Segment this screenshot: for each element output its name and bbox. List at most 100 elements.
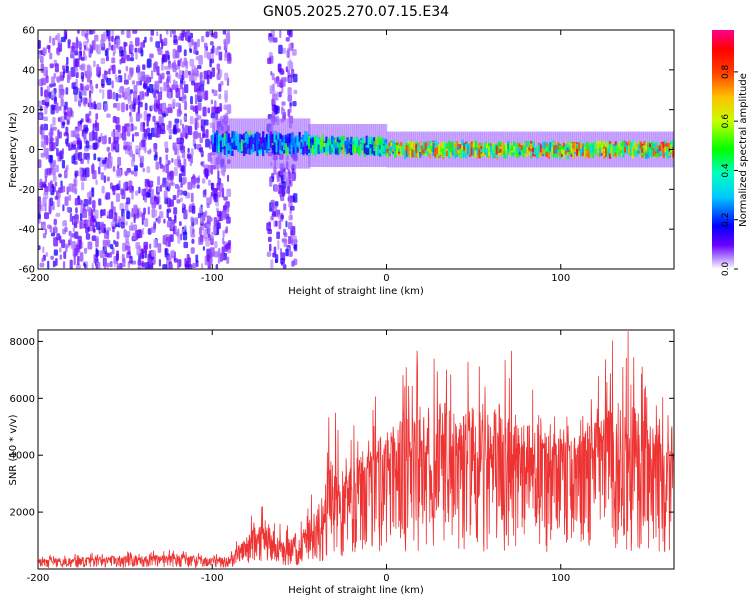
heatmap-cell <box>214 137 217 148</box>
y-tick-label: 4000 <box>10 451 35 462</box>
heatmap-cell <box>268 221 271 226</box>
heatmap-cell <box>287 60 293 71</box>
heatmap-cell <box>597 148 600 158</box>
heatmap-cell <box>273 246 277 255</box>
heatmap-cell <box>104 243 108 251</box>
heatmap-cell <box>585 150 589 158</box>
heatmap-cell <box>112 165 116 172</box>
heatmap-cell <box>187 147 190 153</box>
heatmap-cell <box>103 175 106 184</box>
heatmap-cell <box>104 103 109 112</box>
heatmap-cell <box>211 67 216 78</box>
heatmap-cell <box>52 37 56 46</box>
heatmap-cell <box>125 245 129 250</box>
heatmap-cell <box>386 150 390 158</box>
heatmap-cell <box>274 185 279 192</box>
heatmap-cell <box>329 140 332 146</box>
heatmap-cell <box>645 141 648 150</box>
heatmap-cell <box>352 147 355 154</box>
heatmap-cell <box>225 134 229 145</box>
heatmap-cell <box>399 142 403 150</box>
heatmap-cell <box>123 182 128 190</box>
heatmap-cell <box>166 30 169 35</box>
heatmap-cell <box>278 44 283 55</box>
heatmap-cell <box>252 138 256 152</box>
heatmap-cell <box>357 145 361 156</box>
heatmap-cell <box>85 233 91 240</box>
heatmap-cell <box>570 144 574 153</box>
heatmap-cell <box>649 151 652 157</box>
heatmap-cell <box>100 57 106 65</box>
heatmap-cell <box>71 143 76 150</box>
y-tick-label: -20 <box>19 185 35 196</box>
heatmap-cell <box>334 143 338 149</box>
heatmap-cell <box>94 209 99 219</box>
heatmap-cell <box>285 248 289 257</box>
heatmap-cell <box>269 131 273 144</box>
heatmap-cell <box>428 148 432 154</box>
heatmap-cell <box>64 112 68 120</box>
heatmap-cell <box>147 133 153 140</box>
heatmap-cell <box>135 112 141 122</box>
heatmap-cell <box>120 221 125 229</box>
heatmap-cell <box>265 140 269 154</box>
heatmap-cell <box>191 228 195 235</box>
heatmap-cell <box>183 241 189 249</box>
heatmap-cell <box>308 146 311 154</box>
heatmap-cell <box>392 140 395 150</box>
heatmap-cell <box>151 208 156 218</box>
heatmap-cell <box>501 145 505 155</box>
heatmap-cell <box>291 260 295 267</box>
heatmap-cell <box>95 83 99 89</box>
heatmap-cell <box>107 89 112 100</box>
heatmap-cell <box>170 179 174 186</box>
heatmap-cell <box>182 176 187 184</box>
heatmap-cell <box>547 148 551 159</box>
heatmap-cell <box>371 144 374 154</box>
heatmap-cell <box>38 40 41 49</box>
heatmap-cell <box>183 190 188 196</box>
heatmap-cell <box>396 145 399 155</box>
heatmap-cell <box>292 73 298 83</box>
heatmap-cell <box>184 69 189 79</box>
heatmap-cell <box>121 130 127 141</box>
heatmap-cell <box>507 143 510 149</box>
heatmap-cell <box>603 148 606 152</box>
heatmap-cell <box>155 41 161 48</box>
heatmap-cell <box>276 231 280 240</box>
heatmap-cell <box>74 207 78 213</box>
heatmap-cell <box>148 250 152 259</box>
heatmap-cell <box>225 33 231 44</box>
heatmap-cell <box>466 145 470 155</box>
heatmap-cell <box>480 148 483 153</box>
heatmap-cell <box>158 259 162 267</box>
heatmap-cell <box>112 91 116 100</box>
heatmap-cell <box>226 209 229 215</box>
heatmap-cell <box>580 148 583 153</box>
heatmap-cell <box>505 151 508 155</box>
heatmap-cell <box>658 143 662 148</box>
heatmap-cell <box>547 143 551 153</box>
heatmap-cell <box>207 152 212 162</box>
heatmap-cell <box>91 200 96 209</box>
heatmap-cell <box>306 131 309 144</box>
heatmap-cell <box>493 148 497 154</box>
heatmap-cell <box>108 42 111 51</box>
heatmap-cell <box>597 149 600 153</box>
heatmap-cell <box>83 247 88 254</box>
heatmap-cell <box>187 35 191 43</box>
heatmap-cell <box>179 221 182 227</box>
heatmap-cell <box>162 54 167 62</box>
heatmap-cell <box>342 139 346 146</box>
heatmap-cell <box>239 142 242 151</box>
heatmap-cell <box>99 221 104 231</box>
heatmap-cell <box>206 215 211 224</box>
heatmap-cell <box>190 148 194 156</box>
heatmap-cell <box>181 166 186 177</box>
heatmap-cell <box>545 146 549 153</box>
heatmap-cell <box>311 137 315 145</box>
heatmap-cell <box>599 144 602 149</box>
heatmap-cell <box>91 262 94 269</box>
heatmap-cell <box>461 146 464 150</box>
heatmap-cell <box>41 257 44 263</box>
